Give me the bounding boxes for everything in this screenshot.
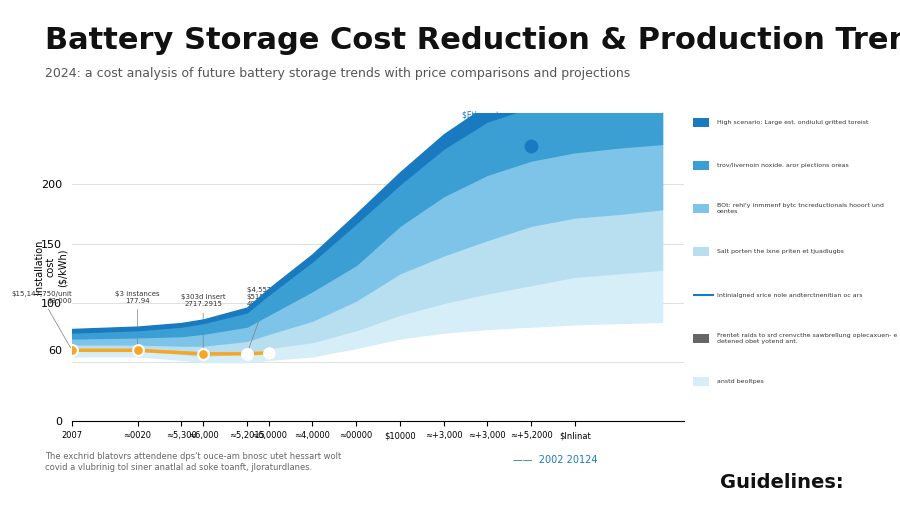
Point [196,350,211,358]
Text: anstd beoltpes: anstd beoltpes [716,379,763,384]
Text: $15,147,750/unit
$3,000: $15,147,750/unit $3,000 [11,291,72,348]
Point [262,348,276,357]
Text: trov/livernoin noxide. aror piections oreas: trov/livernoin noxide. aror piections or… [716,163,849,168]
Text: ——  2002 20124: —— 2002 20124 [513,455,598,465]
Point [239,350,254,358]
Point [65,346,79,355]
Text: Battery Storage Cost Reduction & Production Trends: Battery Storage Cost Reduction & Product… [45,26,900,54]
FancyBboxPatch shape [693,204,709,213]
Text: $Et's costure
0 8233: $Et's costure 0 8233 [463,111,512,130]
Point [568,95,582,103]
Text: BOt: rehi'y inmmenf bytc tncreductionals hooort und oentes: BOt: rehi'y inmmenf bytc tncreductionals… [716,203,884,214]
FancyBboxPatch shape [693,161,709,170]
Point [239,350,254,358]
FancyBboxPatch shape [693,377,709,386]
Text: Guidelines:: Guidelines: [720,473,843,492]
Text: $3 instances
177.94: $3 instances 177.94 [115,291,160,347]
Text: 2024: a cost analysis of future battery storage trends with price comparisons an: 2024: a cost analysis of future battery … [45,67,630,80]
Text: $Beseats
502x15 ce: $Beseats 502x15 ce [0,513,1,514]
Text: Salt porten the lxne priten et tjuadlugbs: Salt porten the lxne priten et tjuadlugb… [716,249,843,254]
Y-axis label: Installation
cost
($/kWh): Installation cost ($/kWh) [34,240,68,295]
Text: The exchrid blatovrs attendene dps't ouce-am bnosc utet hessart wolt
covid a vlu: The exchrid blatovrs attendene dps't ouc… [45,452,341,472]
Point [130,346,145,355]
Point [524,141,538,150]
Text: High scenario: Large est. ondiulul gritted toreist: High scenario: Large est. ondiulul gritt… [716,120,868,125]
FancyBboxPatch shape [693,118,709,127]
FancyBboxPatch shape [693,334,709,343]
Text: $303d Insert
2717.2915: $303d Insert 2717.2915 [181,295,226,351]
Text: Intinialgned srice nole andterctnenitian oc ars: Intinialgned srice nole andterctnenitian… [716,292,862,298]
Text: Frentet raids to srd crenvcthe sawbrellung oplecaxuen- e detened obet yotend ant: Frentet raids to srd crenvcthe sawbrellu… [716,333,897,344]
Point [239,350,254,358]
Text: $4,552 won
$5196.35
400: $4,552 won $5196.35 400 [247,287,288,351]
FancyBboxPatch shape [693,247,709,256]
Point [262,348,276,357]
